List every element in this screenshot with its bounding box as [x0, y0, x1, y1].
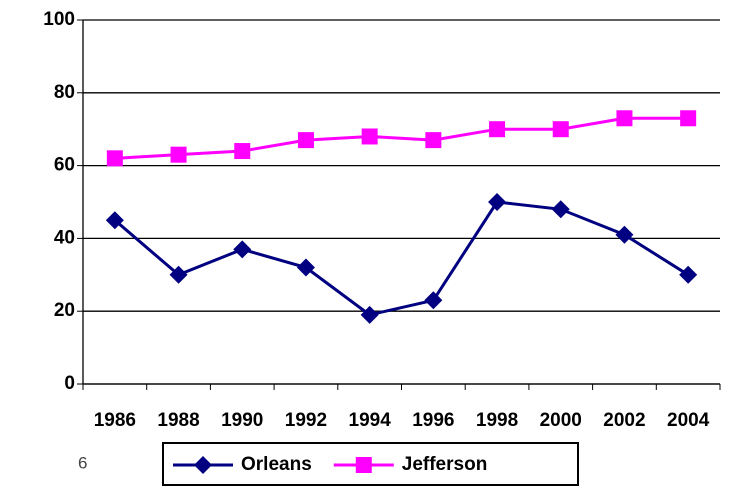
point: [233, 240, 252, 259]
point: [106, 150, 123, 167]
point: [551, 200, 570, 219]
y-tick-label: 100: [43, 9, 75, 30]
point: [360, 305, 379, 324]
point: [489, 121, 506, 138]
point: [296, 258, 315, 277]
point: [680, 110, 697, 127]
point: [169, 265, 188, 284]
point: [679, 265, 698, 284]
x-tick-label: 2002: [603, 410, 645, 431]
x-tick-label: 1998: [476, 410, 518, 431]
point: [615, 225, 634, 244]
y-tick-label: 40: [54, 227, 75, 248]
legend-label: Jefferson: [402, 454, 488, 475]
point: [234, 143, 251, 160]
x-tick-label: 1992: [285, 410, 327, 431]
x-tick-label: 1988: [157, 410, 199, 431]
x-tick-label: 1990: [221, 410, 263, 431]
x-tick-label: 1994: [349, 410, 392, 431]
y-tick-label: 60: [54, 155, 75, 176]
point: [552, 121, 569, 138]
legend-marker: [194, 456, 212, 474]
x-tick-label: 1996: [412, 410, 454, 431]
x-tick-label: 2000: [540, 410, 582, 431]
y-tick-label: 20: [54, 300, 75, 321]
y-tick-label: 0: [64, 373, 75, 394]
annotation: 6: [78, 453, 87, 472]
point: [170, 146, 187, 163]
point: [425, 132, 442, 149]
point: [361, 128, 378, 145]
point: [488, 193, 507, 211]
legend-marker: [355, 457, 372, 473]
x-tick-label: 2004: [667, 410, 710, 431]
point: [616, 110, 633, 127]
x-tick-label: 1986: [94, 410, 136, 431]
point: [105, 211, 124, 230]
point: [424, 291, 443, 310]
legend-label: Orleans: [241, 454, 312, 475]
y-tick-label: 80: [54, 82, 75, 103]
series-line: [113, 200, 689, 317]
point: [297, 132, 314, 149]
series-line: [114, 116, 689, 160]
